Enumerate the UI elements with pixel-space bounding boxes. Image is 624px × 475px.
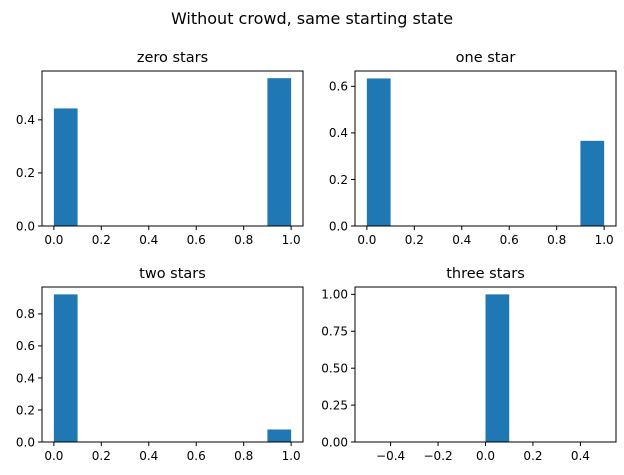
x-tick-label-0-2: 0.2 (92, 233, 111, 247)
x-tick-label-0-2: −0.2 (423, 449, 452, 463)
x-tick-label-0-0: 0.0 (357, 233, 376, 247)
y-tick-label-0-8: 0.8 (16, 307, 35, 321)
bar-0 (53, 294, 78, 442)
x-tick-label-0-8: 0.8 (234, 233, 253, 247)
y-tick-label-0-6: 0.6 (329, 80, 348, 94)
x-tick-label-0-2: 0.2 (523, 449, 542, 463)
y-tick-label-0-4: 0.4 (329, 126, 348, 140)
x-tick-label-0-6: 0.6 (500, 233, 519, 247)
x-tick-label-1-0: 1.0 (282, 449, 301, 463)
x-tick-label-0-4: 0.4 (139, 233, 158, 247)
x-tick-label-0-4: 0.4 (139, 449, 158, 463)
y-tick-label-0-4: 0.4 (16, 113, 35, 127)
x-tick-label-0-2: 0.2 (405, 233, 424, 247)
y-tick-label-0-50: 0.50 (321, 361, 348, 375)
x-tick-label-0-0: 0.0 (44, 233, 63, 247)
bar-1 (580, 140, 605, 226)
bar-0 (366, 78, 391, 226)
x-tick-label-0-8: 0.8 (234, 449, 253, 463)
y-tick-label-0-0: 0.0 (16, 219, 35, 233)
subplot-zero-stars: 0.0 0.2 0.4 0.6 0.8 1.0 0.0 0.2 0.4 zero stars (16, 50, 304, 247)
axes-frame (354, 70, 617, 227)
y-tick-label-0-75: 0.75 (321, 325, 348, 339)
figure-suptitle: Without crowd, same starting state (171, 9, 453, 28)
y-tick-label-0-2: 0.2 (329, 173, 348, 187)
x-tick-label-0-4: −0.4 (376, 449, 405, 463)
x-tick-label-0-4: 0.4 (571, 449, 590, 463)
x-tick-label-0-6: 0.6 (187, 233, 206, 247)
x-tick-label-0-0: 0.0 (44, 449, 63, 463)
x-tick-label-0-6: 0.6 (187, 449, 206, 463)
axes-frame (41, 70, 304, 227)
subplot-title: two stars (139, 266, 206, 282)
x-tick-label-1-0: 1.0 (282, 233, 301, 247)
bar-1 (267, 429, 292, 442)
subplot-one-star: 0.0 0.2 0.4 0.6 0.8 1.0 0.0 0.2 0.4 0.6 one star (329, 50, 617, 247)
axes-frame (41, 286, 304, 443)
subplot-title: zero stars (137, 50, 208, 66)
subplot-title: one star (456, 50, 516, 66)
x-tick-label-1-0: 1.0 (595, 233, 614, 247)
y-tick-label-0-0: 0.0 (329, 219, 348, 233)
y-tick-label-0-25: 0.25 (321, 398, 348, 412)
bar-1 (267, 78, 292, 226)
y-tick-label-0-2: 0.2 (16, 403, 35, 417)
y-tick-label-1-00: 1.00 (321, 288, 348, 302)
y-tick-label-0-2: 0.2 (16, 166, 35, 180)
bar-0 (53, 108, 78, 226)
y-tick-label-0-4: 0.4 (16, 371, 35, 385)
x-tick-label-0-0: 0.0 (476, 449, 495, 463)
x-tick-label-0-2: 0.2 (92, 449, 111, 463)
subplot-three-stars: −0.4 −0.2 0.0 0.2 0.4 0.00 0.25 0.50 0.75 1.00 thr… (321, 266, 617, 463)
subplot-two-stars: 0.0 0.2 0.4 0.6 0.8 1.0 0.0 0.2 0.4 0.6 0.8 two sta… (16, 266, 304, 463)
x-tick-label-0-4: 0.4 (452, 233, 471, 247)
y-tick-label-0-00: 0.00 (321, 435, 348, 449)
y-tick-label-0-0: 0.0 (16, 435, 35, 449)
x-tick-label-0-8: 0.8 (547, 233, 566, 247)
y-tick-label-0-6: 0.6 (16, 339, 35, 353)
subplot-title: three stars (446, 266, 525, 282)
bar-0 (485, 294, 510, 442)
